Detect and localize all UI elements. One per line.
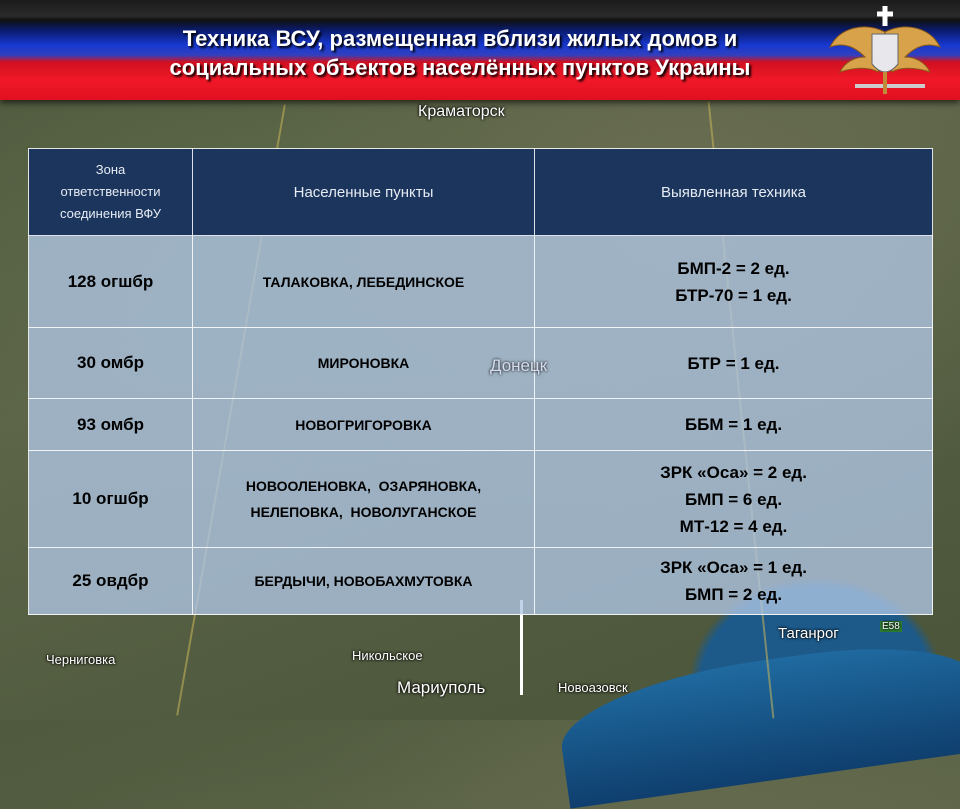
- unit-cell: 10 огшбр: [28, 450, 193, 548]
- place-line: НОВОГРИГОРОВКА: [295, 416, 432, 433]
- header-zone-line: соединения ВФУ: [60, 206, 161, 221]
- unit-cell: 25 овдбр: [28, 547, 193, 615]
- header-zone: Зона ответственности соединения ВФУ: [28, 148, 193, 236]
- table-row: 25 овдбр БЕРДЫЧИ, НОВОБАХМУТОВКА ЗРК «Ос…: [28, 547, 933, 615]
- equipment-cell: ББМ = 1 ед.: [534, 398, 933, 451]
- place-line: НЕЛЕПОВКА, НОВОЛУГАНСКОЕ: [250, 504, 477, 520]
- header-banner: Техника ВСУ, размещенная вблизи жилых до…: [0, 0, 960, 100]
- place-line: БЕРДЫЧИ, НОВОБАХМУТОВКА: [254, 573, 473, 589]
- header-zone-line: Зона: [95, 162, 126, 177]
- map-label-e58: E58: [880, 621, 902, 632]
- title-line-1: Техника ВСУ, размещенная вблизи жилых до…: [182, 26, 738, 51]
- map-label-novoazovsk: Новоазовск: [558, 680, 628, 695]
- place-line: НОВООЛЕНОВКА, ОЗАРЯНОВКА,: [245, 478, 482, 494]
- table-header-row: Зона ответственности соединения ВФУ Насе…: [28, 148, 933, 236]
- title-line-2: социальных объектов населённых пунктов У…: [169, 55, 751, 80]
- equipment-line: БМП = 6 ед.: [684, 489, 783, 509]
- places-cell: НОВОГРИГОРОВКА: [192, 398, 535, 451]
- header-equipment: Выявленная техника: [534, 148, 933, 236]
- unit-cell: 30 омбр: [28, 327, 193, 399]
- place-line: ТАЛАКОВКА, ЛЕБЕДИНСКОЕ: [262, 273, 465, 290]
- equipment-line: МТ-12 = 4 ед.: [679, 516, 788, 536]
- map-border-line: [520, 600, 523, 695]
- table-row: 128 огшбр ТАЛАКОВКА, ЛЕБЕДИНСКОЕ БМП-2 =…: [28, 235, 933, 328]
- header-places: Населенные пункты: [192, 148, 535, 236]
- unit-cell: 128 огшбр: [28, 235, 193, 328]
- equipment-line: БМП = 2 ед.: [684, 585, 783, 604]
- equipment-line: ЗРК «Оса» = 1 ед.: [660, 558, 807, 577]
- sea-of-azov: [553, 631, 960, 809]
- unit-cell: 93 омбр: [28, 398, 193, 451]
- table-row: 93 омбр НОВОГРИГОРОВКА ББМ = 1 ед.: [28, 398, 933, 451]
- equipment-line: БМП-2 = 2 ед.: [677, 258, 790, 278]
- page-title: Техника ВСУ, размещенная вблизи жилых до…: [60, 24, 860, 82]
- equipment-cell: БТР = 1 ед.: [534, 327, 933, 399]
- table-row: 30 омбр МИРОНОВКА БТР = 1 ед.: [28, 327, 933, 399]
- map-label-nikolskoe: Никольское: [352, 648, 423, 663]
- table-row: 10 огшбр НОВООЛЕНОВКА, ОЗАРЯНОВКА, НЕЛЕПО…: [28, 450, 933, 548]
- places-cell: МИРОНОВКА: [192, 327, 535, 399]
- place-line: МИРОНОВКА: [317, 355, 410, 371]
- places-cell: БЕРДЫЧИ, НОВОБАХМУТОВКА: [192, 547, 535, 615]
- equipment-line: ЗРК «Оса» = 2 ед.: [660, 462, 807, 482]
- equipment-cell: БМП-2 = 2 ед. БТР-70 = 1 ед.: [534, 235, 933, 328]
- header-zone-line: ответственности: [60, 184, 161, 199]
- equipment-line: БТР = 1 ед.: [687, 353, 780, 373]
- equipment-table: Зона ответственности соединения ВФУ Насе…: [28, 148, 933, 615]
- equipment-cell: ЗРК «Оса» = 2 ед. БМП = 6 ед. МТ-12 = 4 ед…: [534, 450, 933, 548]
- places-cell: НОВООЛЕНОВКА, ОЗАРЯНОВКА, НЕЛЕПОВКА, НОВО…: [192, 450, 535, 548]
- places-cell: ТАЛАКОВКА, ЛЕБЕДИНСКОЕ: [192, 235, 535, 328]
- map-label-kramatorsk: Краматорск: [418, 103, 505, 120]
- map-label-donetsk: Донецк: [490, 356, 548, 375]
- map-label-chernigovka: Черниговка: [46, 652, 116, 667]
- equipment-cell: ЗРК «Оса» = 1 ед. БМП = 2 ед.: [534, 547, 933, 615]
- equipment-line: БТР-70 = 1 ед.: [675, 285, 792, 305]
- equipment-line: ББМ = 1 ед.: [684, 415, 783, 434]
- map-label-mariupol: Мариуполь: [397, 678, 486, 697]
- map-label-taganrog: Таганрог: [778, 625, 839, 642]
- double-headed-eagle-emblem-icon: [829, 6, 941, 94]
